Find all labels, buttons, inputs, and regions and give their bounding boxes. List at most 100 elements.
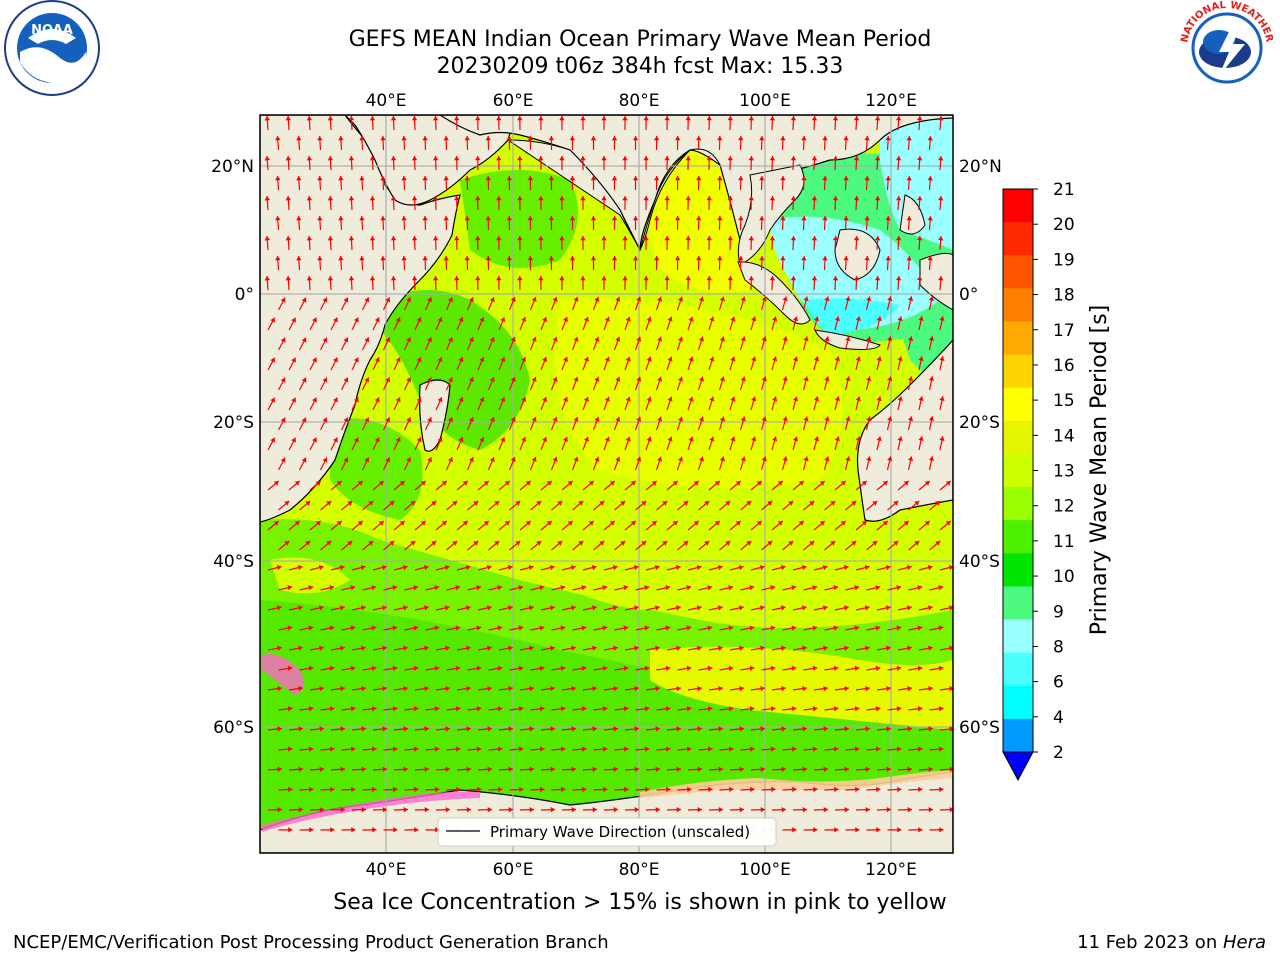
wave-arrow-head xyxy=(540,786,545,793)
wave-arrow-head xyxy=(317,256,323,261)
wave-arrow-head xyxy=(298,685,303,692)
wave-arrow-head xyxy=(740,376,746,382)
wave-arrow-head xyxy=(521,357,527,362)
wave-arrow-head xyxy=(822,564,828,571)
wave-arrow-head xyxy=(285,196,292,201)
wave-arrow-head xyxy=(728,665,734,672)
wave-arrow-head xyxy=(927,176,933,181)
wave-arrow-head xyxy=(329,746,335,752)
wave-arrow-head xyxy=(573,336,579,342)
wave-arrow-head xyxy=(687,786,692,793)
wave-arrow-head xyxy=(641,541,647,546)
wave-arrow-head xyxy=(423,605,429,611)
wave-arrow-head xyxy=(539,706,545,712)
wave-arrow-head xyxy=(432,116,439,121)
wave-arrow-head xyxy=(719,336,725,342)
wave-arrow-head xyxy=(717,564,723,571)
wave-arrow-head xyxy=(834,356,840,362)
wave-arrow-head xyxy=(347,541,353,546)
wave-arrow-head xyxy=(696,176,702,181)
footer-date: 11 Feb 2023 on Hera xyxy=(1077,932,1266,953)
lat-tick-left: 20°N xyxy=(211,157,254,177)
wave-arrow-head xyxy=(339,564,345,571)
wave-arrow-head xyxy=(308,746,314,752)
wave-arrow-head xyxy=(769,196,776,201)
wave-arrow-head xyxy=(406,457,412,463)
wave-arrow-head xyxy=(643,196,649,201)
wave-arrow-head xyxy=(756,521,762,526)
wave-arrow-head xyxy=(875,585,881,591)
wave-arrow-head xyxy=(625,316,631,322)
wave-arrow-head xyxy=(406,377,412,383)
wave-arrow-head xyxy=(479,317,485,323)
wave-arrow-head xyxy=(685,156,691,161)
wave-arrow-head xyxy=(369,116,376,121)
wave-arrow-head xyxy=(948,605,953,611)
wave-arrow-head xyxy=(938,625,944,631)
wave-arrow-head xyxy=(538,236,544,241)
colorbar: 21 20 19 18 17 16 15 14 13 12 11 10 9 8 6 4 2 Primary Wa… xyxy=(1002,180,1112,782)
wave-arrow-head xyxy=(527,216,534,221)
wave-arrow-head xyxy=(275,136,281,141)
wave-arrow-head xyxy=(519,786,524,793)
wave-arrow-head xyxy=(454,196,460,201)
wave-arrow-head xyxy=(895,276,902,281)
wave-arrow-head xyxy=(676,726,681,732)
wave-arrow-head xyxy=(718,806,723,813)
wave-arrow-head xyxy=(738,564,744,571)
wave-arrow-head xyxy=(672,481,678,486)
wave-arrow-head xyxy=(917,746,923,752)
wave-arrow-head xyxy=(569,176,576,181)
wave-arrow-head xyxy=(645,786,650,793)
wave-arrow-head xyxy=(939,396,945,401)
wave-arrow-head xyxy=(445,806,450,813)
wave-arrow-head xyxy=(759,216,765,221)
wave-arrow-head xyxy=(634,766,639,772)
wave-arrow-head xyxy=(949,806,953,813)
wave-arrow-head xyxy=(907,336,914,342)
wave-arrow-head xyxy=(306,236,313,241)
wave-arrow-head xyxy=(432,156,439,161)
wave-arrow-head xyxy=(531,336,537,342)
wave-arrow-head xyxy=(719,296,725,302)
wave-arrow-head xyxy=(832,156,839,161)
wave-arrow-head xyxy=(602,706,608,712)
wave-arrow-head xyxy=(886,806,891,813)
wave-arrow-head xyxy=(813,356,820,362)
wave-arrow-head xyxy=(686,746,692,752)
wave-arrow-head xyxy=(698,416,705,422)
wave-arrow-head xyxy=(625,356,631,362)
wave-arrow-head xyxy=(928,726,933,732)
wave-arrow-head xyxy=(630,521,636,526)
wave-arrow-head xyxy=(448,457,453,463)
wave-arrow-head xyxy=(840,481,846,486)
wave-arrow-head xyxy=(633,564,639,571)
wave-arrow-head xyxy=(875,665,881,672)
wave-arrow-head xyxy=(770,585,776,591)
wave-arrow-head xyxy=(851,541,857,546)
wave-arrow-head xyxy=(452,501,458,506)
wave-arrow-head xyxy=(348,156,355,161)
wave-arrow-head xyxy=(906,176,912,181)
wave-arrow-head xyxy=(403,806,408,813)
wave-arrow-head xyxy=(301,417,307,423)
wave-arrow-head xyxy=(830,541,836,546)
wave-arrow-head xyxy=(707,746,713,752)
wave-arrow-head xyxy=(622,276,628,281)
wave-arrow-head xyxy=(809,541,815,546)
wave-arrow-head xyxy=(487,645,492,651)
wave-arrow-head xyxy=(347,501,353,506)
wave-arrow-head xyxy=(739,806,744,813)
wave-arrow-head xyxy=(411,116,418,121)
wave-arrow-head xyxy=(518,706,524,712)
wave-arrow-head xyxy=(487,766,492,772)
wave-arrow-head xyxy=(557,501,563,506)
wave-arrow-head xyxy=(770,665,776,672)
wave-arrow-head xyxy=(510,297,516,302)
wave-arrow-head xyxy=(559,116,565,121)
wave-arrow-head xyxy=(866,416,872,422)
wave-arrow-head xyxy=(573,416,579,422)
wave-arrow-head xyxy=(413,706,419,712)
wave-arrow-head xyxy=(864,216,870,221)
wave-arrow-head xyxy=(497,625,503,631)
